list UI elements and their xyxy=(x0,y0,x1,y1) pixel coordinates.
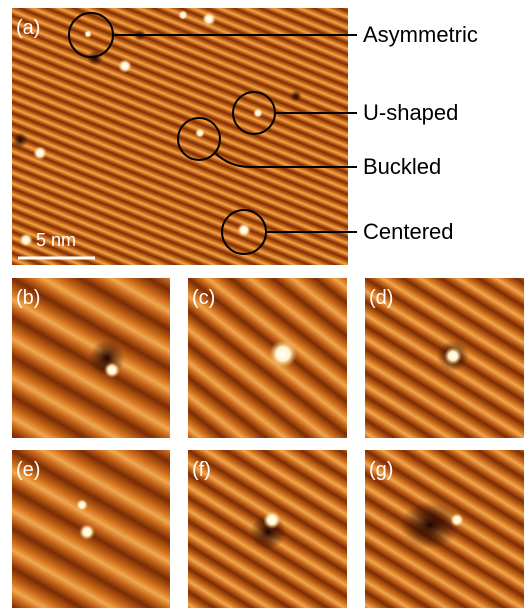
panel-d: (d) xyxy=(365,278,524,438)
panel-a: (a) 5 nm Asymmetric U-shaped Buckled Cen… xyxy=(0,0,531,270)
scale-bar-label: 5 nm xyxy=(36,230,76,250)
panel-label: (d) xyxy=(369,287,393,309)
panel-label: (g) xyxy=(369,459,393,481)
panel-c: (c) xyxy=(188,278,347,438)
panel-f: (f) xyxy=(188,450,347,608)
panel-e: (e) xyxy=(12,450,170,608)
panel-label: (b) xyxy=(16,287,40,309)
panel-b: (b) xyxy=(12,278,170,438)
annotation: U-shaped xyxy=(363,100,458,125)
stm-image xyxy=(12,8,348,265)
annotation: Buckled xyxy=(363,154,441,179)
panel-label: (e) xyxy=(16,459,40,481)
panel-label: (a) xyxy=(16,17,40,39)
annotation: Centered xyxy=(363,219,454,244)
annotation: Asymmetric xyxy=(363,22,478,47)
panel-label: (c) xyxy=(192,287,215,309)
panel-g: (g) xyxy=(365,450,524,608)
panel-label: (f) xyxy=(192,459,211,481)
figure-page: {"panels": [{"label": "(a)"}, {"label": … xyxy=(0,0,531,609)
